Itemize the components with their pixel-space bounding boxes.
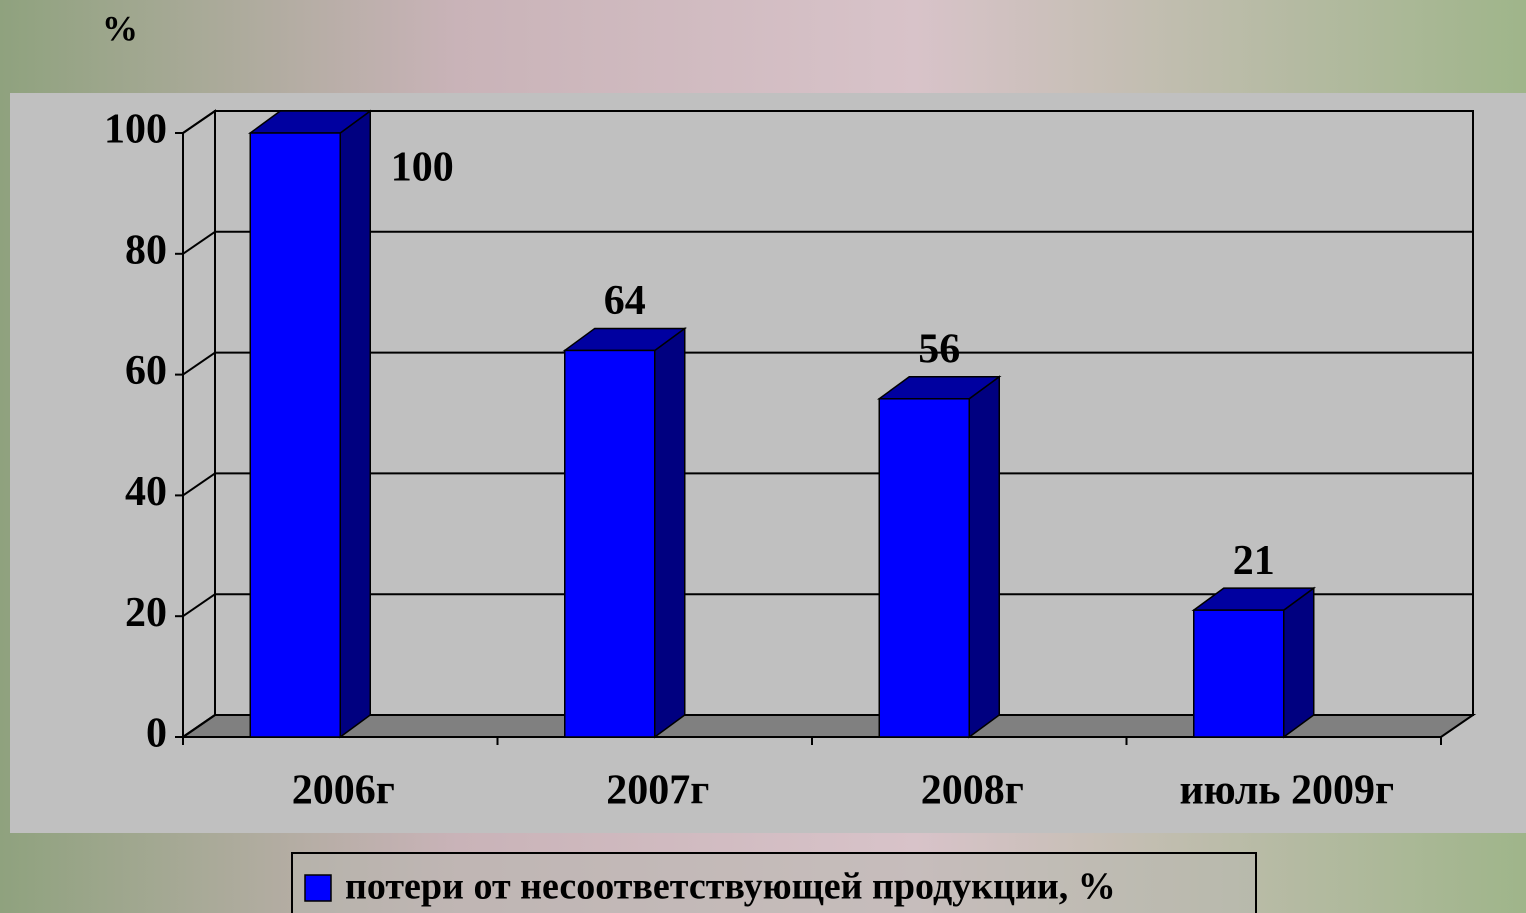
bar-front <box>878 398 970 738</box>
bar <box>562 326 688 739</box>
legend-box <box>291 852 1257 913</box>
grid-line-side <box>182 593 216 618</box>
bar <box>1191 586 1317 739</box>
bar-side <box>339 109 371 739</box>
x-tick-label: 2007г <box>606 768 709 814</box>
bar-front <box>1193 609 1285 738</box>
x-tick-label: 2008г <box>921 768 1024 814</box>
data-label: 100 <box>391 145 454 191</box>
bar <box>876 375 1002 739</box>
y-tick-label: 80 <box>125 227 167 273</box>
grid-line-side <box>182 110 216 134</box>
legend-label: потери от несоответствующей продукции, % <box>345 866 1116 908</box>
y-tick-label: 20 <box>125 590 167 636</box>
data-label: 64 <box>604 278 646 324</box>
grid-line-side <box>182 714 216 738</box>
x-tick-label: июль 2009г <box>1179 768 1394 814</box>
left-wall <box>182 109 216 739</box>
data-label: 56 <box>918 326 960 372</box>
y-axis-label: % <box>102 8 138 48</box>
grid-line-side <box>182 472 216 497</box>
legend: потери от несоответствующей продукции, % <box>291 852 1257 913</box>
grid-line-side <box>182 351 216 376</box>
legend-swatch <box>304 874 332 902</box>
plot: 0 20 40 60 80 100 2006г 100 2007г 64 2008г 56 июль 2… <box>104 107 1477 913</box>
bar-front <box>249 132 341 738</box>
bar-side <box>968 375 1000 739</box>
bar-side <box>1283 586 1315 739</box>
y-tick-label: 60 <box>125 348 167 394</box>
x-tick-label: 2006г <box>292 768 395 814</box>
y-tick-label: 40 <box>125 469 167 515</box>
grid-line-side <box>182 230 216 255</box>
bar-side <box>654 326 686 739</box>
y-tick-label: 0 <box>146 711 167 757</box>
data-label: 21 <box>1233 538 1275 584</box>
bar-front <box>564 349 656 738</box>
y-tick-label: 100 <box>104 107 167 153</box>
bar <box>247 109 373 739</box>
